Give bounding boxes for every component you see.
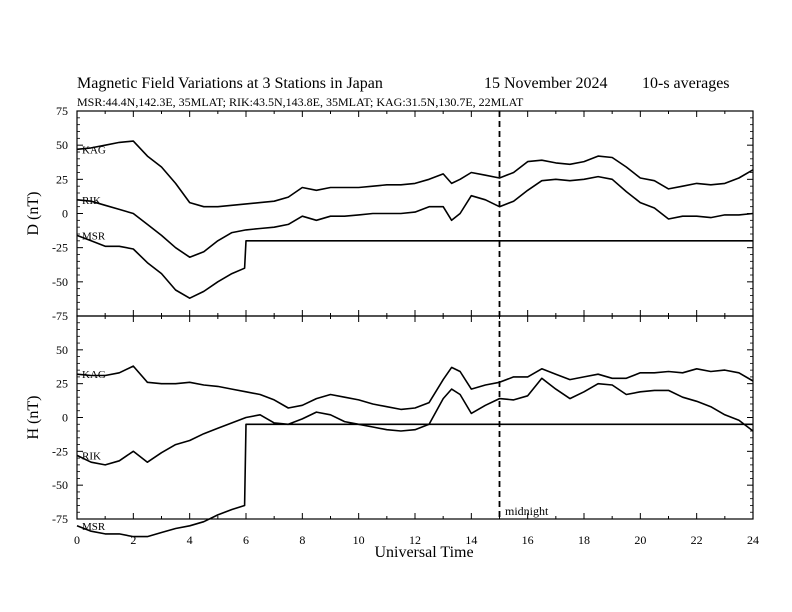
series-label-msr: MSR [82, 521, 106, 533]
y-tick-label: 25 [56, 172, 68, 186]
y-axis-label-d: D (nT) [25, 192, 42, 236]
y-tick-label: -75 [52, 309, 68, 323]
y-tick-label: -50 [52, 275, 68, 289]
series-line-msr [76, 234, 753, 300]
chart-date: 15 November 2024 [484, 75, 608, 92]
y-tick-label: 50 [56, 343, 68, 357]
y-tick-label: -50 [52, 478, 68, 492]
plot-area: 75 50 25 0 -25 -50 -75 KAG RIK MSR 50 25 0 -25 -50 -75 K… [52, 104, 759, 547]
x-tick-label: 6 [243, 533, 249, 547]
series-line-kag [76, 365, 754, 411]
series-label-rik: RIK [82, 195, 101, 207]
x-tick-label: 10 [353, 533, 365, 547]
y-tick-label: 50 [56, 138, 68, 152]
y-tick-label: -25 [52, 444, 68, 458]
y-axis-label-h: H (nT) [25, 396, 42, 440]
x-tick-label: 12 [409, 533, 421, 547]
x-axis-label: Universal Time [374, 544, 473, 561]
y-tick-label: 0 [62, 207, 68, 221]
x-tick-label: 16 [522, 533, 534, 547]
x-tick-label: 2 [130, 533, 136, 547]
x-tick-label: 8 [299, 533, 305, 547]
chart-title: Magnetic Field Variations at 3 Stations … [77, 75, 383, 92]
y-tick-label: 25 [56, 377, 68, 391]
series-line-kag [76, 140, 754, 208]
panel-frame [76, 110, 754, 317]
x-tick-label: 0 [74, 533, 80, 547]
series-line-rik [76, 175, 754, 259]
series-label-rik: RIK [82, 450, 101, 462]
panel-frame [76, 315, 754, 520]
y-tick-label: 0 [62, 411, 68, 425]
y-tick-label: -25 [52, 241, 68, 255]
series-label-kag: KAG [82, 369, 106, 381]
y-tick-label: 75 [56, 104, 68, 118]
series-label-kag: KAG [82, 144, 106, 156]
series-line-rik [76, 377, 754, 466]
series-label-msr: MSR [82, 230, 106, 242]
x-tick-label: 24 [747, 533, 759, 547]
y-tick-label: -75 [52, 512, 68, 526]
x-tick-label: 20 [634, 533, 646, 547]
x-tick-label: 18 [578, 533, 590, 547]
chart-averaging: 10-s averages [642, 75, 730, 92]
x-tick-label: 14 [465, 533, 477, 547]
midnight-label: midnight [505, 504, 549, 518]
chart-subtitle: MSR:44.4N,142.3E, 35MLAT; RIK:43.5N,143.… [77, 95, 524, 109]
series-line-msr [76, 423, 753, 538]
x-tick-label: 4 [187, 533, 193, 547]
x-tick-label: 22 [691, 533, 703, 547]
